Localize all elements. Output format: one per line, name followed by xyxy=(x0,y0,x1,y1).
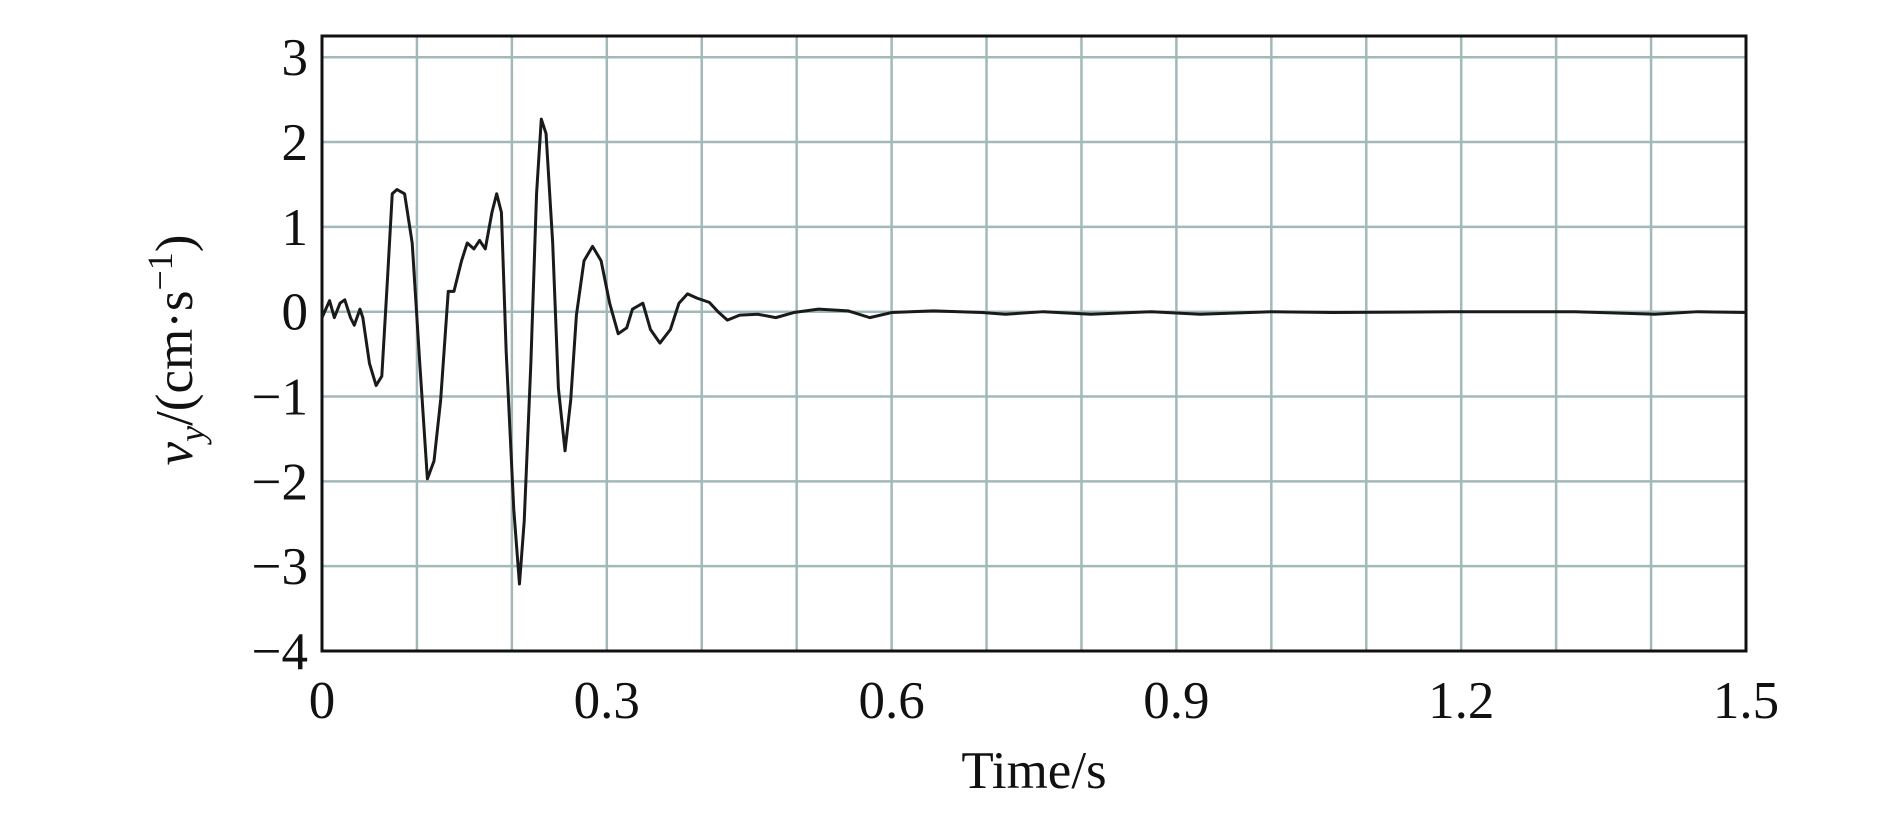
x-tick-label: 0.6 xyxy=(858,672,924,730)
x-tick-label: 1.5 xyxy=(1713,672,1779,730)
x-axis-title: Time/s xyxy=(961,742,1106,800)
y-tick-label: −4 xyxy=(252,623,308,681)
y-title-part: /(cm·s xyxy=(146,291,204,426)
x-tick-label: 0 xyxy=(309,672,336,730)
x-tick-label: 1.2 xyxy=(1428,672,1494,730)
plot-frame xyxy=(320,34,1748,653)
x-tick-label: 0.9 xyxy=(1143,672,1209,730)
y-title-sup: −1 xyxy=(140,252,180,290)
y-tick-label: 1 xyxy=(282,199,309,257)
y-tick-label: 2 xyxy=(282,114,309,172)
y-tick-label: −1 xyxy=(252,369,308,427)
data-line xyxy=(320,117,1747,586)
y-title-sub: y xyxy=(172,426,212,445)
y-tick-label: 3 xyxy=(282,29,309,87)
y-axis-title: vy/(cm·s−1) xyxy=(140,235,212,466)
y-tick-label: −3 xyxy=(252,538,308,596)
y-title-part: v xyxy=(146,441,204,465)
x-tick-label: 0.3 xyxy=(574,672,640,730)
y-tick-label: −2 xyxy=(252,453,308,511)
y-title-part: ) xyxy=(146,235,204,253)
y-tick-label: 0 xyxy=(282,284,309,342)
